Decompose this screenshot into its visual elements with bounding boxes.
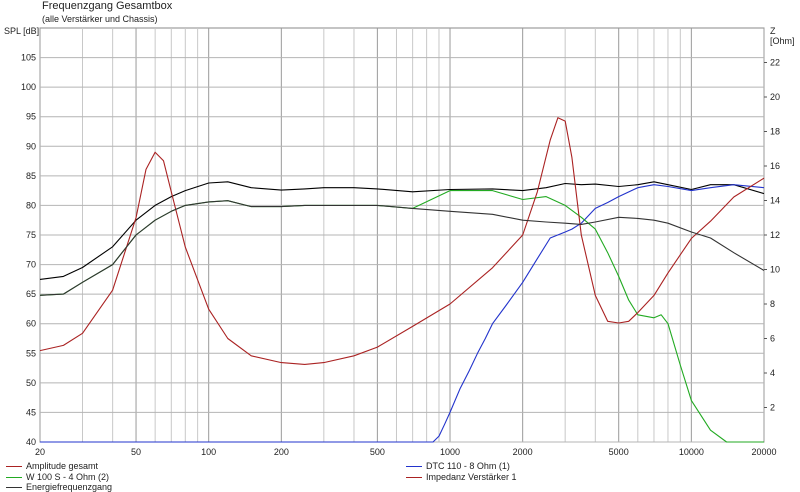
y-tick-label: 75 <box>26 230 36 240</box>
y-tick-label: 80 <box>26 200 36 210</box>
y2-tick-label: 22 <box>770 58 780 68</box>
legend-swatch <box>6 487 22 489</box>
series-line-energiefrequenzgang <box>39 200 765 296</box>
y-tick-label: 60 <box>26 319 36 329</box>
legend-label: Impedanz Verstärker 1 <box>426 472 517 482</box>
x-tick-label: 20000 <box>751 447 776 457</box>
x-tick-label: 20 <box>35 447 45 457</box>
y-axis-label-right: Z [Ohm] <box>770 26 795 46</box>
y2-tick-label: 20 <box>770 92 780 102</box>
y2-tick-label: 16 <box>770 161 780 171</box>
series-line-dtc-110-8-ohm-1- <box>40 184 765 443</box>
y-tick-label: 55 <box>26 348 36 358</box>
y2-tick-label: 2 <box>770 403 775 413</box>
y-tick-label: 45 <box>26 407 36 417</box>
legend-swatch <box>406 466 422 468</box>
series-line-amplitude-gesamt <box>39 181 765 280</box>
x-tick-label: 200 <box>274 447 289 457</box>
y-axis-label-left: SPL [dB] <box>4 26 40 36</box>
y-tick-label: 105 <box>21 53 36 63</box>
y2-tick-label: 12 <box>770 230 780 240</box>
y2-tick-label: 6 <box>770 334 775 344</box>
legend-swatch <box>6 466 22 468</box>
legend-item-impedance: Impedanz Verstärker 1 <box>406 472 517 482</box>
y2-tick-label: 4 <box>770 368 775 378</box>
y-tick-label: 100 <box>21 82 36 92</box>
y-tick-label: 65 <box>26 289 36 299</box>
chart-title: Frequenzgang Gesamtbox <box>42 0 173 12</box>
legend-label: W 100 S - 4 Ohm (2) <box>26 472 110 482</box>
y2-tick-label: 14 <box>770 196 780 206</box>
legend-item-tweeter: DTC 110 - 8 Ohm (1) <box>406 461 510 471</box>
chart-subtitle: (alle Verstärker und Chassis) <box>42 14 158 24</box>
legend-swatch <box>6 477 22 479</box>
legend-label: Energiefrequenzgang <box>26 482 113 492</box>
legend-item-woofer: W 100 S - 4 Ohm (2) <box>6 472 109 482</box>
series-line-impedanz-verst-rker-1 <box>39 117 765 365</box>
legend-item-energy: Energiefrequenzgang <box>6 482 112 492</box>
legend-label: DTC 110 - 8 Ohm (1) <box>426 461 510 471</box>
y2-tick-label: 10 <box>770 265 780 275</box>
legend-swatch <box>406 477 422 479</box>
y-tick-label: 50 <box>26 378 36 388</box>
legend-item-amplitude: Amplitude gesamt <box>6 461 98 471</box>
x-tick-label: 10000 <box>679 447 704 457</box>
y-tick-label: 85 <box>26 171 36 181</box>
x-tick-label: 2000 <box>513 447 533 457</box>
legend-label: Amplitude gesamt <box>26 461 99 471</box>
x-tick-label: 500 <box>370 447 385 457</box>
x-tick-label: 50 <box>131 447 141 457</box>
x-tick-label: 1000 <box>440 447 460 457</box>
x-tick-label: 5000 <box>609 447 629 457</box>
x-tick-label: 100 <box>201 447 216 457</box>
y-tick-label: 95 <box>26 112 36 122</box>
y2-tick-label: 18 <box>770 127 780 137</box>
y2-tick-label: 8 <box>770 299 775 309</box>
y-tick-label: 40 <box>26 437 36 447</box>
y-tick-label: 90 <box>26 141 36 151</box>
y-tick-label: 70 <box>26 260 36 270</box>
